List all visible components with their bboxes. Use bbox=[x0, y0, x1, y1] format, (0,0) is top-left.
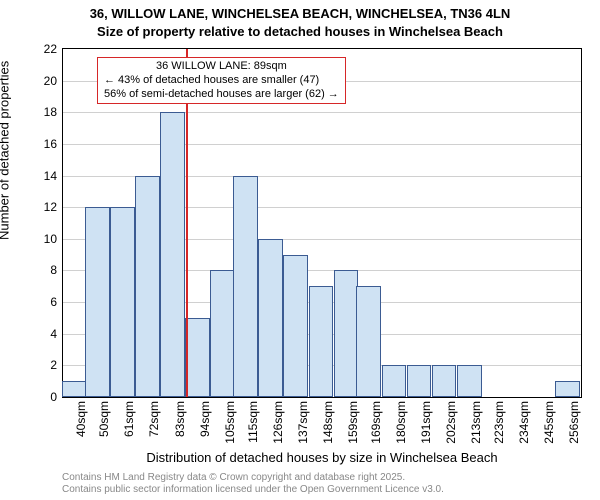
histogram-bar bbox=[432, 365, 457, 397]
footer-line1: Contains HM Land Registry data © Crown c… bbox=[62, 472, 444, 484]
histogram-bar bbox=[356, 286, 381, 397]
x-tick-label: 169sqm bbox=[369, 401, 383, 444]
y-tick-label: 8 bbox=[50, 263, 57, 277]
x-tick-label: 223sqm bbox=[492, 401, 506, 444]
x-tick-label: 105sqm bbox=[223, 401, 237, 444]
x-tick-label: 180sqm bbox=[394, 401, 408, 444]
plot-area: 024681012141618202240sqm50sqm61sqm72sqm8… bbox=[62, 48, 582, 398]
x-tick-label: 50sqm bbox=[97, 401, 111, 437]
annotation-box: 36 WILLOW LANE: 89sqm← 43% of detached h… bbox=[97, 57, 346, 104]
histogram-bar bbox=[62, 381, 87, 397]
y-tick-label: 10 bbox=[44, 232, 57, 246]
x-tick-label: 94sqm bbox=[198, 401, 212, 437]
histogram-bar bbox=[334, 270, 359, 397]
histogram-bar bbox=[283, 255, 308, 397]
x-tick-label: 148sqm bbox=[321, 401, 335, 444]
chart-title-line2: Size of property relative to detached ho… bbox=[0, 24, 600, 39]
histogram-bar bbox=[110, 207, 135, 397]
histogram-bar bbox=[555, 381, 580, 397]
histogram-bar bbox=[457, 365, 482, 397]
histogram-bar bbox=[233, 176, 258, 397]
chart-container: 36, WILLOW LANE, WINCHELSEA BEACH, WINCH… bbox=[0, 0, 600, 500]
y-tick-label: 18 bbox=[44, 105, 57, 119]
y-tick-label: 4 bbox=[50, 327, 57, 341]
x-tick-label: 126sqm bbox=[271, 401, 285, 444]
x-tick-label: 213sqm bbox=[469, 401, 483, 444]
x-tick-label: 191sqm bbox=[419, 401, 433, 444]
y-tick-label: 16 bbox=[44, 137, 57, 151]
gridline-h bbox=[63, 112, 581, 113]
x-tick-label: 72sqm bbox=[147, 401, 161, 437]
annotation-line: 56% of semi-detached houses are larger (… bbox=[104, 88, 339, 102]
histogram-bar bbox=[185, 318, 210, 397]
y-tick-label: 22 bbox=[44, 42, 57, 56]
chart-title-line1: 36, WILLOW LANE, WINCHELSEA BEACH, WINCH… bbox=[0, 6, 600, 21]
histogram-bar bbox=[382, 365, 407, 397]
x-tick-label: 115sqm bbox=[246, 401, 260, 443]
annotation-line: 36 WILLOW LANE: 89sqm bbox=[104, 60, 339, 74]
histogram-bar bbox=[407, 365, 432, 397]
x-tick-label: 245sqm bbox=[542, 401, 556, 444]
y-tick-label: 0 bbox=[50, 390, 57, 404]
footer-line2: Contains public sector information licen… bbox=[62, 484, 444, 496]
y-axis-label: Number of detached properties bbox=[0, 61, 12, 240]
x-axis-label: Distribution of detached houses by size … bbox=[62, 450, 582, 465]
y-tick-label: 12 bbox=[44, 200, 57, 214]
y-tick-label: 6 bbox=[50, 295, 57, 309]
histogram-bar bbox=[160, 112, 185, 397]
x-tick-label: 40sqm bbox=[74, 401, 88, 437]
y-tick-label: 14 bbox=[44, 169, 57, 183]
histogram-bar bbox=[258, 239, 283, 397]
histogram-bar bbox=[210, 270, 235, 397]
x-tick-label: 61sqm bbox=[122, 401, 136, 437]
annotation-line: ← 43% of detached houses are smaller (47… bbox=[104, 74, 339, 88]
x-tick-label: 256sqm bbox=[567, 401, 581, 444]
y-tick-label: 2 bbox=[50, 358, 57, 372]
histogram-bar bbox=[85, 207, 110, 397]
histogram-bar bbox=[309, 286, 334, 397]
x-tick-label: 83sqm bbox=[173, 401, 187, 437]
x-tick-label: 202sqm bbox=[444, 401, 458, 444]
footer-attribution: Contains HM Land Registry data © Crown c… bbox=[62, 472, 444, 496]
histogram-bar bbox=[135, 176, 160, 397]
x-tick-label: 234sqm bbox=[517, 401, 531, 444]
y-tick-label: 20 bbox=[44, 74, 57, 88]
x-tick-label: 159sqm bbox=[346, 401, 360, 444]
gridline-h bbox=[63, 144, 581, 145]
x-tick-label: 137sqm bbox=[296, 401, 310, 444]
